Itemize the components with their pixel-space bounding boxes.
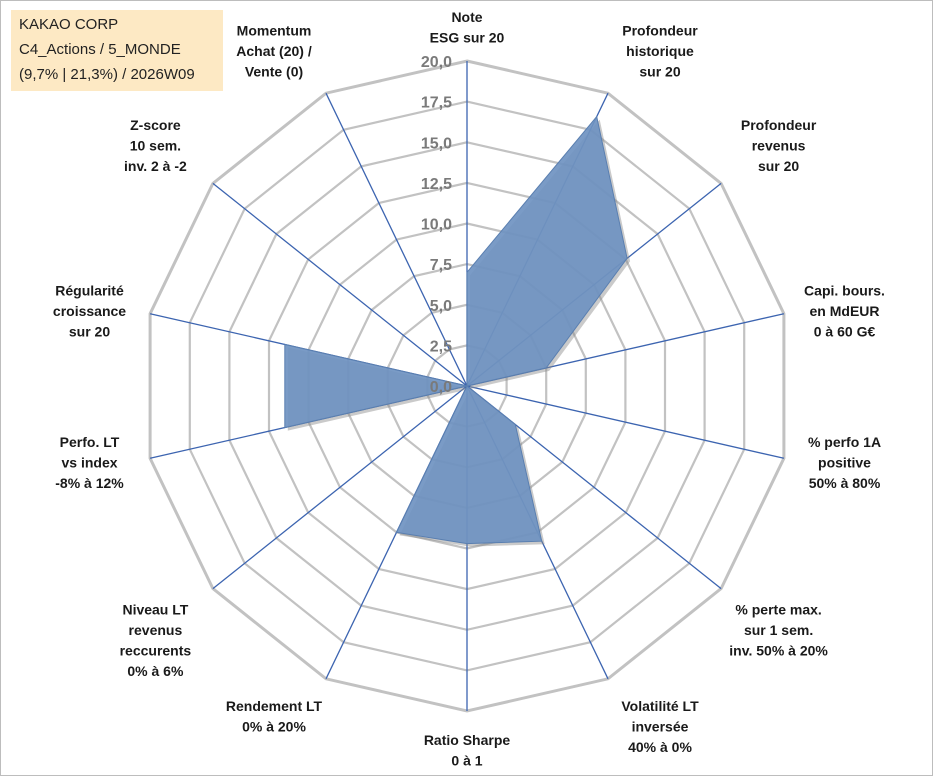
axis-label-10: Niveau LT revenus reccurents 0% à 6% [120, 602, 192, 680]
tick-label: 20,0 [421, 54, 452, 71]
axis-label-14: Momentum Achat (20) / Vente (0) [236, 22, 312, 79]
info-box: KAKAO CORP C4_Actions / 5_MONDE (9,7% | … [11, 10, 223, 91]
spoke-10 [212, 385, 468, 590]
tick-label: 7,5 [430, 257, 452, 274]
axis-label-13: Z-score 10 sem. inv. 2 à -2 [124, 117, 187, 174]
info-company-name: KAKAO CORP [19, 16, 119, 33]
axis-label-line: inversée [632, 719, 689, 735]
axis-label-3: Profondeur revenus sur 20 [741, 117, 817, 174]
radar-series [284, 115, 631, 547]
tick-label: 15,0 [421, 135, 452, 152]
axis-label-line: en MdEUR [810, 303, 880, 319]
axis-label-line: % perte max. [735, 602, 821, 618]
tick-label: 0,0 [430, 379, 452, 396]
axis-label-line: revenus [752, 137, 806, 153]
axis-label-line: sur 20 [639, 63, 680, 79]
axis-label-line: 0 à 1 [451, 753, 482, 769]
axis-label-line: Volatilité LT [621, 698, 699, 714]
axis-label-4: Capi. bours. en MdEUR 0 à 60 G€ [804, 282, 885, 339]
axis-label-line: Ratio Sharpe [424, 732, 511, 748]
axis-labels: Note ESG sur 20 Profondeur historique sur 20… [53, 9, 885, 769]
axis-label-line: Perfo. LT [60, 434, 120, 450]
axis-label-line: vs index [61, 455, 117, 471]
axis-label-line: Profondeur [622, 22, 698, 38]
axis-label-line: historique [626, 43, 694, 59]
axis-label-line: Profondeur [741, 117, 817, 133]
series-area [284, 115, 628, 545]
axis-label-5: % perfo 1A positive 50% à 80% [808, 434, 881, 491]
axis-label-line: croissance [53, 303, 126, 319]
axis-label-line: 40% à 0% [628, 739, 692, 755]
axis-label-line: Vente (0) [245, 63, 303, 79]
axis-label-line: 0 à 60 G€ [814, 323, 876, 339]
spoke-14 [325, 92, 468, 387]
axis-label-line: Z-score [130, 117, 181, 133]
axis-label-line: ESG sur 20 [430, 30, 505, 46]
axis-label-line: Momentum [237, 22, 312, 38]
axis-label-line: Achat (20) / [236, 43, 312, 59]
axis-label-1: Note ESG sur 20 [430, 9, 505, 46]
tick-label: 5,0 [430, 298, 452, 315]
axis-label-line: 10 sem. [130, 137, 181, 153]
spoke-5 [466, 385, 785, 459]
axis-label-9: Rendement LT 0% à 20% [226, 698, 323, 735]
axis-label-line: sur 20 [69, 323, 110, 339]
axis-label-line: Rendement LT [226, 698, 323, 714]
tick-label: 10,0 [421, 217, 452, 234]
tick-label: 12,5 [421, 176, 452, 193]
axis-label-line: sur 1 sem. [744, 622, 813, 638]
radial-tick-labels: 0,0 2,5 5,0 7,5 10,0 12,5 15,0 17,5 20,0 [421, 54, 452, 396]
axis-label-line: sur 20 [758, 158, 799, 174]
axis-label-2: Profondeur historique sur 20 [622, 22, 698, 79]
axis-label-8: Ratio Sharpe 0 à 1 [424, 732, 511, 769]
axis-label-line: Note [451, 9, 482, 25]
tick-label: 2,5 [430, 338, 452, 355]
axis-label-12: Régularité croissance sur 20 [53, 282, 126, 339]
axis-label-line: Capi. bours. [804, 282, 885, 298]
axis-label-7: Volatilité LT inversée 40% à 0% [621, 698, 699, 755]
axis-label-line: 50% à 80% [809, 475, 881, 491]
axis-label-line: inv. 2 à -2 [124, 158, 187, 174]
tick-label: 17,5 [421, 95, 452, 112]
axis-label-line: 0% à 20% [242, 719, 306, 735]
axis-label-line: Régularité [55, 282, 124, 298]
axis-label-line: positive [818, 455, 871, 471]
axis-label-line: -8% à 12% [55, 475, 124, 491]
axis-label-line: revenus [129, 622, 183, 638]
info-stats-period: (9,7% | 21,3%) / 2026W09 [19, 66, 195, 83]
spoke-13 [212, 182, 468, 387]
axis-label-11: Perfo. LT vs index -8% à 12% [55, 434, 124, 491]
axis-label-line: inv. 50% à 20% [729, 643, 828, 659]
axis-label-line: reccurents [120, 643, 192, 659]
axis-label-line: Niveau LT [122, 602, 188, 618]
axis-label-line: 0% à 6% [127, 663, 184, 679]
axis-label-6: % perte max. sur 1 sem. inv. 50% à 20% [729, 602, 828, 659]
axis-label-line: % perfo 1A [808, 434, 881, 450]
info-category: C4_Actions / 5_MONDE [19, 41, 181, 58]
